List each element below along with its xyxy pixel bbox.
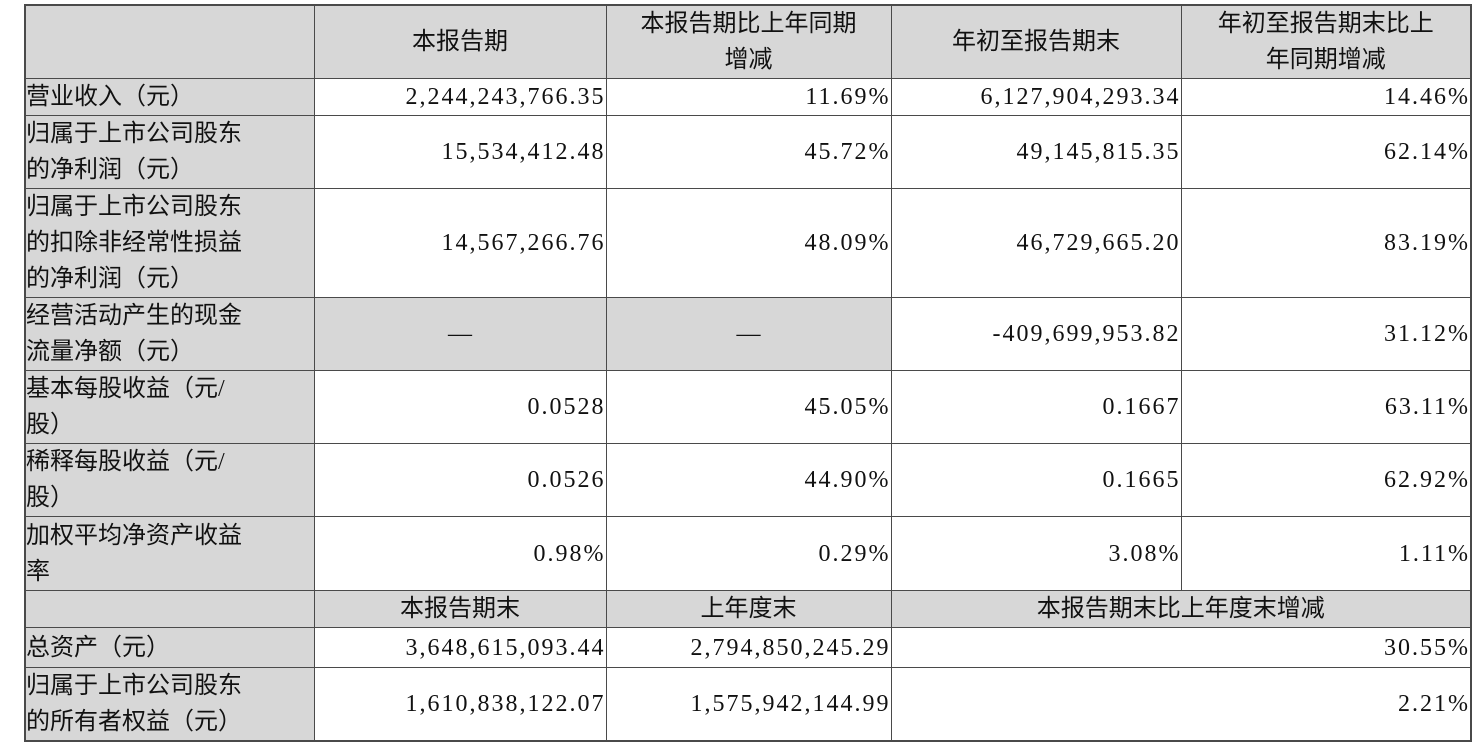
period-end-value: 1,610,838,122.07 (313, 667, 607, 742)
ytd-value: 6,127,904,293.34 (890, 78, 1182, 116)
current-period-value: 15,534,412.48 (313, 115, 607, 189)
prev-year-end-value: 2,794,850,245.29 (605, 627, 892, 668)
metric-label-cell: 归属于上市公司股东 的扣除非经常性损益 的净利润（元） (24, 188, 315, 298)
subheader-cell-period-end: 本报告期末 (313, 590, 607, 628)
metric-row-owners-equity: 归属于上市公司股东 的所有者权益（元） 1,610,838,122.07 1,5… (24, 667, 1472, 742)
ytd-yoy-change-value: 31.12% (1180, 297, 1472, 371)
yoy-change-value: — (605, 297, 892, 371)
header-cell-ytd-yoy-change: 年初至报告期末比上 年同期增减 (1180, 4, 1472, 79)
ytd-value: 3.08% (890, 516, 1182, 591)
prev-year-end-value: 1,575,942,144.99 (605, 667, 892, 742)
current-period-value: 14,567,266.76 (313, 188, 607, 298)
yoy-change-value: 45.05% (605, 370, 892, 444)
metric-row-net-profit: 归属于上市公司股东 的净利润（元） 15,534,412.48 45.72% 4… (24, 115, 1472, 189)
ytd-yoy-change-value: 83.19% (1180, 188, 1472, 298)
yoy-change-value: 0.29% (605, 516, 892, 591)
ytd-yoy-change-value: 62.14% (1180, 115, 1472, 189)
metric-label-cell: 经营活动产生的现金 流量净额（元） (24, 297, 315, 371)
current-period-value: 0.0526 (313, 443, 607, 517)
header-cell-yoy-change: 本报告期比上年同期 增减 (605, 4, 892, 79)
header-cell-blank (24, 4, 315, 79)
metric-row-operating-cash-flow: 经营活动产生的现金 流量净额（元） — — -409,699,953.82 31… (24, 297, 1472, 371)
yoy-change-value: 48.09% (605, 188, 892, 298)
metric-row-revenue: 营业收入（元） 2,244,243,766.35 11.69% 6,127,90… (24, 78, 1472, 116)
subheader-row: 本报告期末 上年度末 本报告期末比上年度末增减 (24, 590, 1472, 628)
financial-summary-table: 本报告期 本报告期比上年同期 增减 年初至报告期末 年初至报告期末比上 年同期增… (24, 4, 1472, 742)
yoy-change-value: 11.69% (605, 78, 892, 116)
metric-label-cell: 基本每股收益（元/ 股） (24, 370, 315, 444)
metric-row-diluted-eps: 稀释每股收益（元/ 股） 0.0526 44.90% 0.1665 62.92% (24, 443, 1472, 517)
ytd-value: 0.1667 (890, 370, 1182, 444)
ytd-yoy-change-value: 62.92% (1180, 443, 1472, 517)
yoy-change-value: 45.72% (605, 115, 892, 189)
metric-row-weighted-avg-roe: 加权平均净资产收益 率 0.98% 0.29% 3.08% 1.11% (24, 516, 1472, 591)
current-period-value: 0.0528 (313, 370, 607, 444)
yoy-change-value: 44.90% (605, 443, 892, 517)
metric-label-cell: 归属于上市公司股东 的所有者权益（元） (24, 667, 315, 742)
subheader-cell-prev-year-end: 上年度末 (605, 590, 892, 628)
current-period-value: — (313, 297, 607, 371)
subheader-cell-change-vs-prev-year-end: 本报告期末比上年度末增减 (890, 590, 1472, 628)
metric-row-net-profit-excl-nonrecurring: 归属于上市公司股东 的扣除非经常性损益 的净利润（元） 14,567,266.7… (24, 188, 1472, 298)
metric-label-cell: 稀释每股收益（元/ 股） (24, 443, 315, 517)
current-period-value: 0.98% (313, 516, 607, 591)
metric-row-basic-eps: 基本每股收益（元/ 股） 0.0528 45.05% 0.1667 63.11% (24, 370, 1472, 444)
period-end-value: 3,648,615,093.44 (313, 627, 607, 668)
metric-label-cell: 营业收入（元） (24, 78, 315, 116)
ytd-yoy-change-value: 14.46% (1180, 78, 1472, 116)
metric-row-total-assets: 总资产（元） 3,648,615,093.44 2,794,850,245.29… (24, 627, 1472, 668)
header-cell-ytd: 年初至报告期末 (890, 4, 1182, 79)
ytd-value: 49,145,815.35 (890, 115, 1182, 189)
financial-summary-section: 本报告期 本报告期比上年同期 增减 年初至报告期末 年初至报告期末比上 年同期增… (24, 4, 1472, 742)
current-period-value: 2,244,243,766.35 (313, 78, 607, 116)
ytd-value: 46,729,665.20 (890, 188, 1182, 298)
subheader-cell-blank (24, 590, 315, 628)
ytd-yoy-change-value: 63.11% (1180, 370, 1472, 444)
ytd-value: 0.1665 (890, 443, 1182, 517)
change-vs-prev-year-end-value: 30.55% (890, 627, 1472, 668)
metric-label-cell: 总资产（元） (24, 627, 315, 668)
metric-label-cell: 加权平均净资产收益 率 (24, 516, 315, 591)
change-vs-prev-year-end-value: 2.21% (890, 667, 1472, 742)
ytd-yoy-change-value: 1.11% (1180, 516, 1472, 591)
header-row: 本报告期 本报告期比上年同期 增减 年初至报告期末 年初至报告期末比上 年同期增… (24, 4, 1472, 79)
metric-label-cell: 归属于上市公司股东 的净利润（元） (24, 115, 315, 189)
ytd-value: -409,699,953.82 (890, 297, 1182, 371)
header-cell-current-period: 本报告期 (313, 4, 607, 79)
